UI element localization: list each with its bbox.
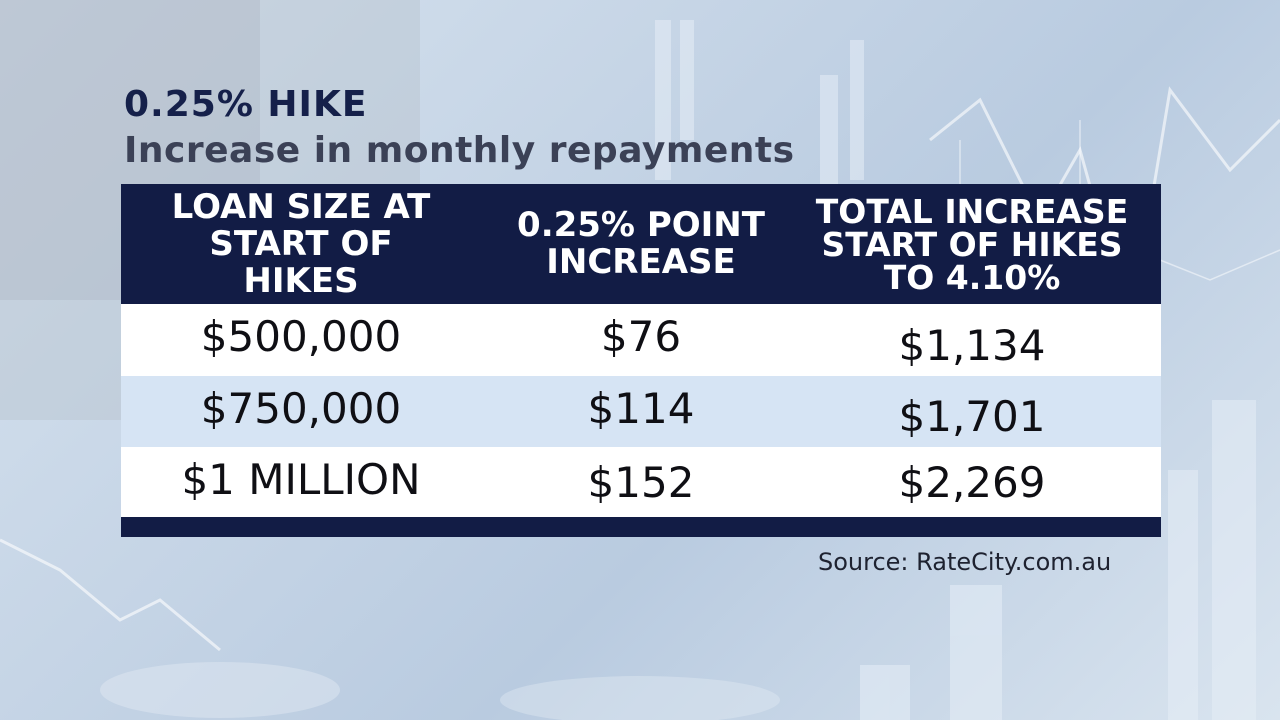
cell-point-increase: $114 (587, 384, 695, 433)
cell-point-increase: $152 (587, 457, 695, 507)
table-row: $1 MILLION $152 $2,269 (121, 447, 1161, 517)
column-header-total-increase: TOTAL INCREASE START OF HIKES TO 4.10% (815, 191, 1129, 297)
cell-loan-size: $750,000 (200, 384, 402, 433)
page-title: 0.25% HIKE (124, 84, 368, 125)
cell-total-increase: $1,701 (898, 392, 1046, 441)
table-header: LOAN SIZE AT START OF HIKES 0.25% POINT … (121, 184, 1161, 304)
column-header-loan-size: LOAN SIZE AT START OF HIKES (171, 186, 431, 301)
column-header-point-increase: 0.25% POINT INCREASE (517, 205, 765, 282)
page-subtitle: Increase in monthly repayments (124, 130, 795, 171)
cell-point-increase: $76 (600, 312, 682, 361)
cell-total-increase: $1,134 (898, 321, 1046, 370)
cell-loan-size: $500,000 (200, 312, 402, 361)
table-row: $500,000 $76 $1,134 (121, 304, 1161, 376)
cell-total-increase: $2,269 (898, 457, 1046, 507)
cell-loan-size: $1 MILLION (181, 455, 421, 504)
table-row: $750,000 $114 $1,701 (121, 376, 1161, 447)
repayments-table: LOAN SIZE AT START OF HIKES 0.25% POINT … (121, 184, 1161, 537)
source-credit: Source: RateCity.com.au (818, 548, 1112, 576)
